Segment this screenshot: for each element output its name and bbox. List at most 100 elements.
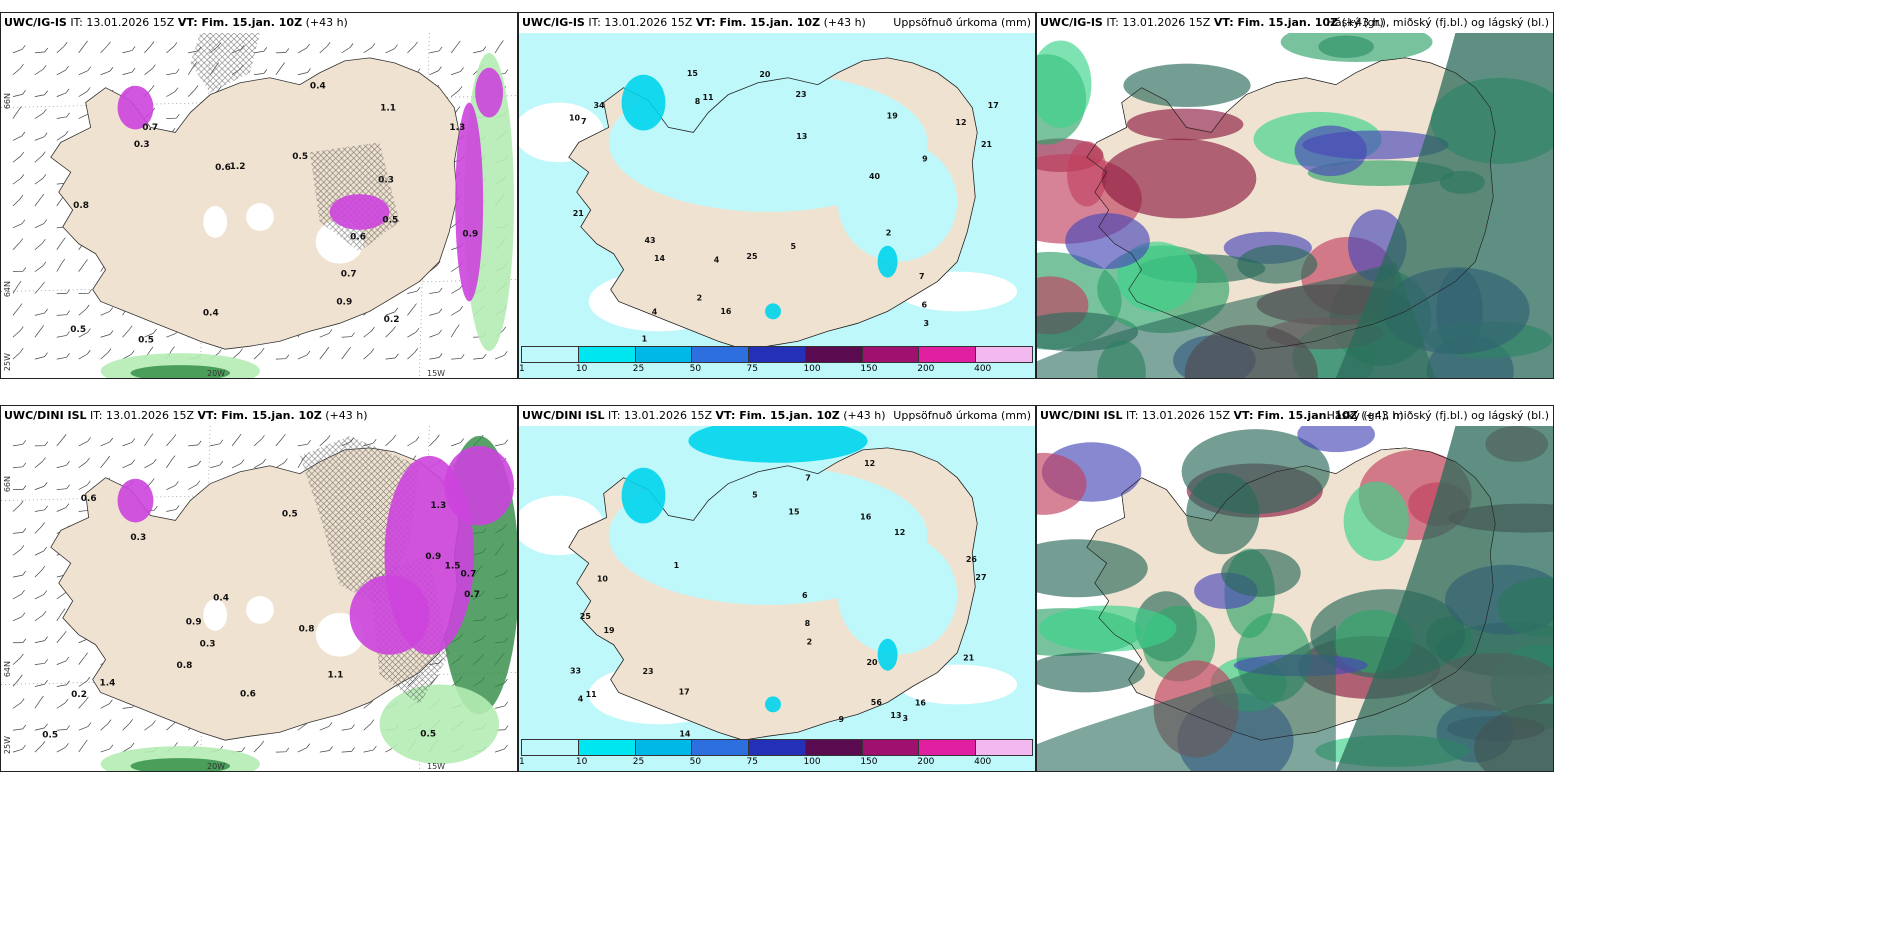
wind-barb [12,135,23,141]
wind-barb [56,314,67,316]
wind-barb [297,723,307,731]
lat-label: 64N [3,661,12,678]
wind-barb-flag [44,308,48,314]
wind-barb [34,614,44,622]
wind-barb-flag [326,42,331,47]
wind-barb [12,549,22,556]
wind-barb-flag [130,742,135,748]
wind-barb-flag [306,350,311,356]
wind-barb-flag [62,434,67,439]
icing-map-svg: 0.7 0.5 0.6 1.1 0.8 0.9 1.3 0.4 0.2 0.5 1.4 0.3 0.9 0… [1,426,517,771]
wind-barb-flag [40,193,45,199]
wind-barb [494,705,505,709]
wind-barb-flag [19,674,23,680]
wind-barb [78,308,87,316]
cloud-map[interactable] [1037,426,1553,771]
icing-area-green [130,365,231,378]
panel-title: Uppsöfnuð úrkoma (mm) [893,16,1031,29]
legend-tick-label: 50 [689,757,702,767]
lon-label: 25W [3,353,12,372]
wind-barb [56,69,66,76]
hatched-area [190,33,260,93]
precip-legend: 1 10 25 50 75 100 150 200 400 [519,739,1033,769]
wind-barb-flag [43,546,48,552]
wind-barb [12,307,20,316]
wind-barb-flag [281,62,285,67]
wind-barb-flag [371,326,375,332]
wind-barb [56,488,67,490]
wind-barb [34,242,43,251]
legend-swatch [919,347,977,362]
wind-barb [100,70,111,76]
wind-barb [319,750,330,753]
value-label: 0.2 [71,690,87,700]
wind-barb [78,484,88,490]
wind-barb [210,443,221,447]
wind-barb-flag [260,348,265,353]
wind-barb [56,197,63,207]
wind-barb-flag [438,287,443,293]
wind-barb [122,354,132,360]
value-label: 12 [864,459,875,468]
value-label: 6 [802,591,808,600]
precip-map[interactable]: 15 16 20 11 6 25 21 23 17 5 26 56 27 19 12 3 4 8 14 10 9 13 2 1… [519,426,1035,771]
wind-barb [363,352,372,360]
icing-map[interactable]: 0.3 0.7 0.5 0.2 0.3 0.4 0.9 0.6 1.1 0.5 0.5 0.4 1.2 0… [1,33,517,378]
wind-barb [56,684,67,687]
glacier [246,203,274,231]
wind-barb [407,440,417,447]
legend-swatch [862,347,920,362]
wind-barb [12,48,23,54]
wind-barb [12,616,23,622]
legend-tick-label: 50 [689,364,702,374]
legend-tick-label: 100 [803,757,821,767]
wind-barb-flag [412,455,417,460]
iceland-coastline [568,447,978,741]
wind-barb [166,509,177,512]
wind-barb [122,706,133,709]
wind-barb [34,727,45,731]
wind-barb-flag [438,308,443,313]
wind-barb [78,461,87,469]
wind-barb [12,155,21,163]
precip-map[interactable]: 11 7 2 1 20 23 40 43 17 14 16 21 7 8 6 13 4 12 10 3 5 9 34 21 15… [519,33,1035,378]
wind-barb [100,703,110,709]
wind-barb [363,701,372,709]
wind-barb-flag [438,329,442,334]
wind-barb-flag [109,437,114,443]
panel-icing-row1: UWC/IG-IS IT: 13.01.2026 15Z VT: Fim. 15… [0,12,518,379]
wind-barb [56,241,63,250]
wind-barb-flag [349,43,354,48]
value-label: 1.3 [430,501,446,511]
cloud-layer [1065,213,1150,269]
wind-barb-flag [351,747,355,752]
wind-barb-flag [40,695,44,701]
wind-barb [144,724,153,731]
value-label: 2 [807,638,813,647]
value-label: 6 [922,300,928,309]
cloud-map[interactable] [1037,33,1553,378]
wind-barb [275,438,283,447]
wind-barb [407,331,417,338]
value-label: 1.2 [230,162,246,172]
icing-map[interactable]: 0.7 0.5 0.6 1.1 0.8 0.9 1.3 0.4 0.2 0.5 1.4 0.3 0.9 0… [1,426,517,771]
wind-barb-flag [394,307,399,313]
wind-barb [78,353,88,360]
icing-area-magenta [117,478,154,523]
panel-title: Uppsöfnuð úrkoma (mm) [893,409,1031,422]
wind-barb [12,93,23,97]
legend-tick-label: 1 [519,364,525,374]
wind-barb-flag [41,281,45,287]
wind-barb-flag [436,434,440,440]
wind-barb-flag [150,41,155,46]
value-label: 33 [570,666,581,675]
legend-swatch [976,740,1033,755]
wind-barb-flag [43,108,47,114]
wind-barb-flag [19,500,24,505]
wind-barb-flag [87,349,91,355]
wind-barb [78,743,85,753]
legend-swatch [862,740,920,755]
wind-barb-flag [436,261,441,266]
wind-barb [253,439,262,447]
wind-barb-flag [42,457,46,462]
